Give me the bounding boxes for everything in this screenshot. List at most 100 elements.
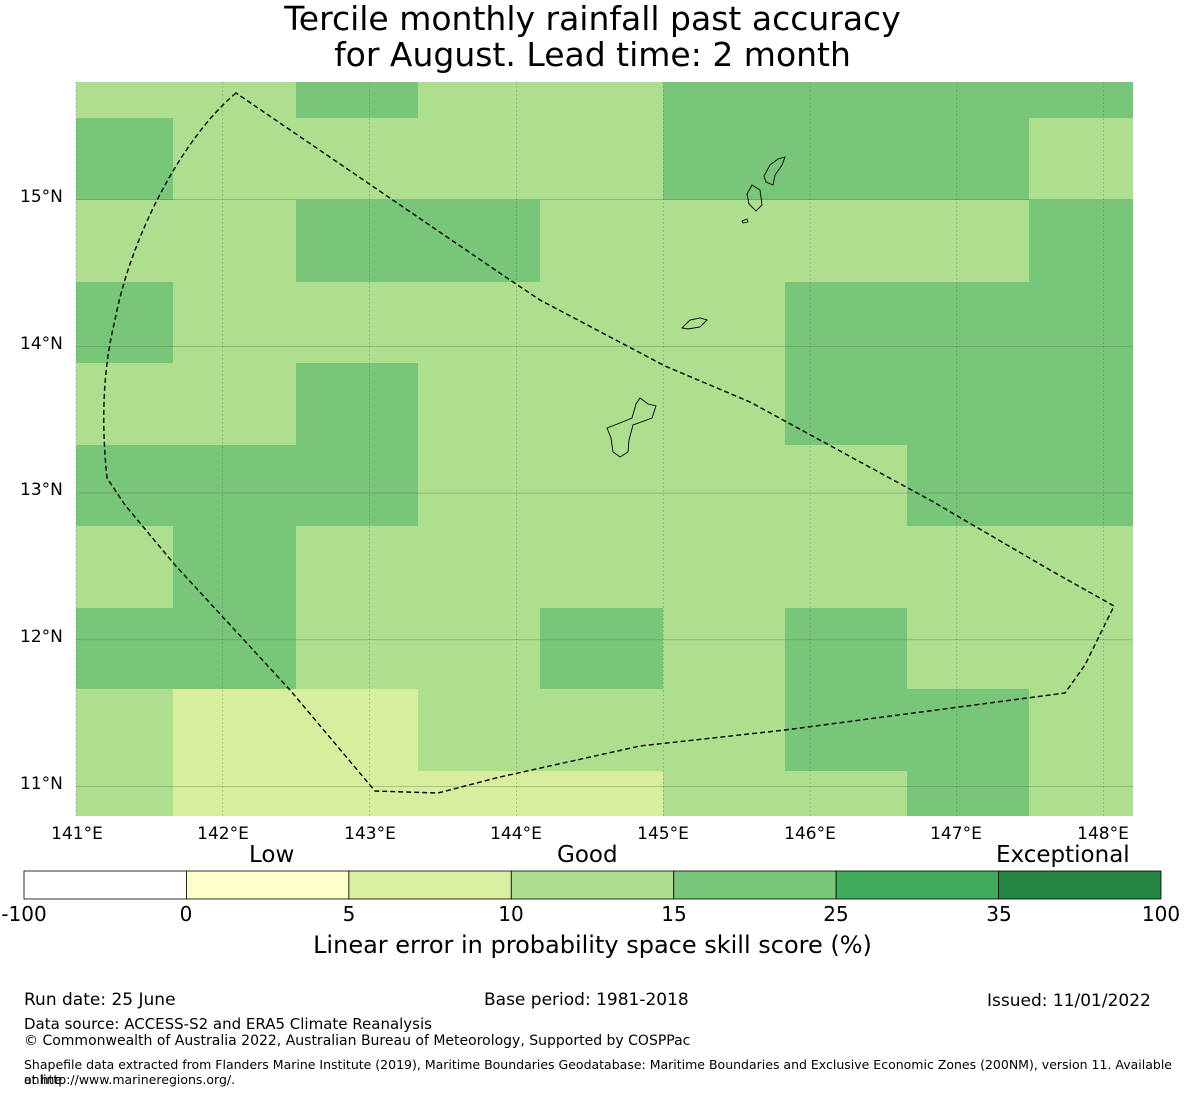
- skill-cell: [418, 445, 540, 526]
- skill-cell: [785, 526, 907, 608]
- skill-cell: [76, 445, 173, 526]
- skill-cell: [173, 363, 296, 445]
- skill-cell: [296, 771, 418, 816]
- skill-cell: [1029, 363, 1133, 445]
- map-title-line2: for August. Lead time: 2 month: [334, 35, 851, 74]
- colorbar-tick: 0: [179, 902, 193, 926]
- skill-cell: [663, 82, 785, 118]
- guam-island: [606, 397, 657, 458]
- colorbar-title: Linear error in probability space skill …: [313, 931, 872, 959]
- skill-cell: [663, 200, 785, 282]
- skill-cell: [296, 363, 418, 445]
- issued-date: Issued: 11/01/2022: [987, 991, 1151, 1011]
- skill-cell: [173, 445, 296, 526]
- copyright: © Commonwealth of Australia 2022, Austra…: [24, 1033, 691, 1049]
- skill-cell: [540, 82, 663, 118]
- skill-cell: [1029, 282, 1133, 363]
- skill-cell: [418, 526, 540, 608]
- skill-cell: [907, 118, 1029, 200]
- aguijan-island: [741, 218, 749, 224]
- skill-cell: [76, 118, 173, 200]
- skill-cell: [540, 526, 663, 608]
- skill-grid: [76, 82, 1133, 816]
- skill-cell: [418, 363, 540, 445]
- skill-cell: [1029, 526, 1133, 608]
- skill-cell: [173, 82, 296, 118]
- skill-cell: [173, 608, 296, 689]
- skill-cell: [418, 200, 540, 282]
- colorbar-tick: 100: [1141, 902, 1181, 926]
- colorbar-tick: -100: [1, 902, 47, 926]
- lat-label-14n: 14°N: [20, 334, 63, 354]
- colorbar-segment: [998, 870, 1162, 900]
- colorbar-label-low: Low: [249, 842, 295, 868]
- lon-label-144e: 144°E: [490, 824, 542, 844]
- skill-cell: [1029, 445, 1133, 526]
- skill-cell: [76, 282, 173, 363]
- skill-cell: [663, 118, 785, 200]
- lon-label-141e: 141°E: [51, 824, 103, 844]
- graticule: [75, 82, 1133, 816]
- skill-cell: [296, 526, 418, 608]
- skill-cell: [785, 118, 907, 200]
- skill-cell: [907, 282, 1029, 363]
- skill-cell: [663, 689, 785, 771]
- skill-cell: [540, 363, 663, 445]
- skill-cell: [296, 689, 418, 771]
- colorbar-tick: 35: [986, 902, 1012, 926]
- skill-cell: [785, 200, 907, 282]
- skill-cell: [907, 445, 1029, 526]
- skill-cell: [418, 282, 540, 363]
- skill-cell: [663, 363, 785, 445]
- skill-cell: [907, 608, 1029, 689]
- colorbar-tick: 15: [661, 902, 687, 926]
- skill-cell: [663, 526, 785, 608]
- skill-cell: [1029, 82, 1133, 118]
- tinian-island: [746, 184, 763, 212]
- saipan-island: [763, 156, 786, 186]
- skill-cell: [296, 282, 418, 363]
- skill-cell: [418, 608, 540, 689]
- skill-cell: [540, 118, 663, 200]
- skill-cell: [418, 689, 540, 771]
- lon-label-147e: 147°E: [930, 824, 982, 844]
- eez-boundary: [103, 92, 1115, 794]
- skill-cell: [173, 200, 296, 282]
- skill-cell: [1029, 200, 1133, 282]
- skill-cell: [296, 445, 418, 526]
- skill-cell: [785, 445, 907, 526]
- skill-cell: [785, 82, 907, 118]
- skill-cell: [296, 200, 418, 282]
- data-source: Data source: ACCESS-S2 and ERA5 Climate …: [24, 1015, 432, 1033]
- skill-cell: [76, 363, 173, 445]
- skill-cell: [76, 608, 173, 689]
- skill-cell: [540, 445, 663, 526]
- skill-cell: [907, 363, 1029, 445]
- skill-cell: [663, 771, 785, 816]
- skill-cell: [173, 771, 296, 816]
- skill-cell: [540, 771, 663, 816]
- skill-cell: [418, 82, 540, 118]
- lon-label-148e: 148°E: [1077, 824, 1129, 844]
- colorbar-segment: [510, 870, 675, 900]
- skill-cell: [663, 282, 785, 363]
- skill-cell: [173, 689, 296, 771]
- lon-label-145e: 145°E: [637, 824, 689, 844]
- lat-label-13n: 13°N: [20, 480, 63, 500]
- skill-cell: [785, 282, 907, 363]
- skill-cell: [173, 526, 296, 608]
- colorbar-segment: [673, 870, 837, 900]
- shapefile-credit-line2: at http://www.marineregions.org/.: [24, 1072, 236, 1087]
- skill-cell: [76, 526, 173, 608]
- lon-label-142e: 142°E: [197, 824, 249, 844]
- skill-cell: [663, 445, 785, 526]
- skill-cell: [296, 82, 418, 118]
- colorbar-tick: 10: [498, 902, 524, 926]
- skill-cell: [907, 689, 1029, 771]
- colorbar-segment: [186, 870, 350, 900]
- skill-cell: [907, 200, 1029, 282]
- skill-cell: [173, 118, 296, 200]
- skill-cell: [907, 526, 1029, 608]
- skill-cell: [540, 689, 663, 771]
